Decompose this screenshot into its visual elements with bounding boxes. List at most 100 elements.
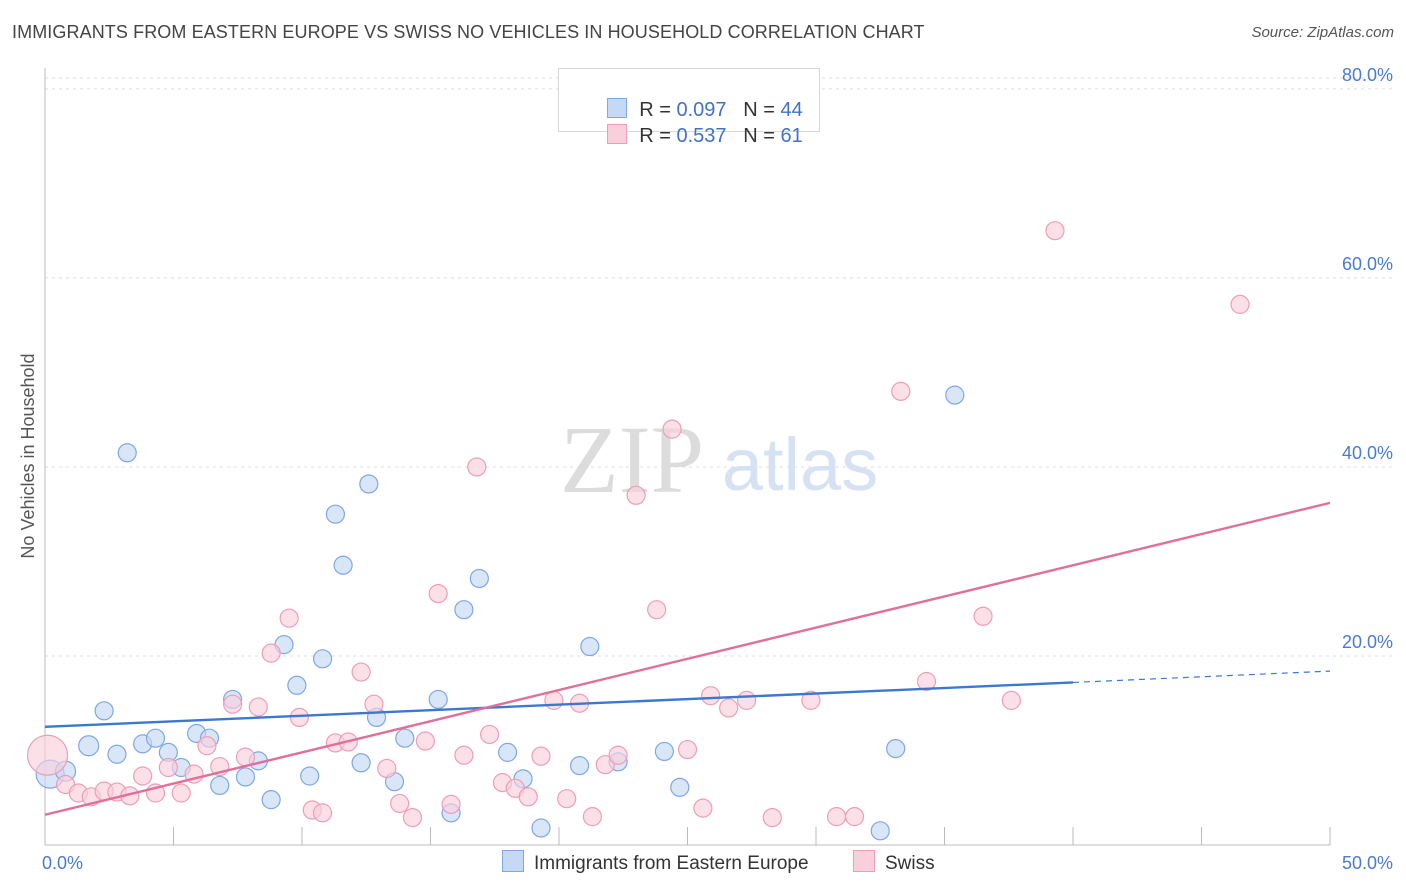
legend-row-eastern-europe: R = 0.097 N = 44 (585, 75, 803, 121)
point-swiss (248, 697, 268, 717)
axes (44, 68, 1331, 846)
y-tick-label: 40.0% (1342, 443, 1393, 463)
point-swiss (261, 643, 281, 663)
point-swiss (1001, 690, 1021, 710)
point-swiss (390, 793, 410, 814)
point-eastern-europe (300, 766, 320, 786)
point-eastern-europe (498, 742, 518, 762)
point-swiss (377, 758, 397, 779)
point-eastern-europe (359, 474, 379, 494)
point-swiss (595, 755, 615, 775)
point-swiss (312, 803, 333, 823)
point-swiss (428, 583, 448, 604)
bottom-legend-label: Immigrants from Eastern Europe (534, 853, 809, 874)
y-axis-label: No Vehicles in Household (18, 353, 38, 558)
legend-n-label: N = (743, 125, 781, 147)
legend-n-value: 44 (780, 99, 803, 121)
point-swiss (762, 807, 782, 828)
legend-r-value: 0.097 (676, 99, 727, 121)
point-swiss (531, 746, 551, 766)
point-eastern-europe (235, 767, 256, 787)
point-swiss (289, 707, 310, 728)
point-swiss (171, 783, 191, 803)
point-swiss (801, 690, 821, 710)
point-eastern-europe (454, 600, 474, 620)
point-swiss (454, 745, 474, 765)
point-eastern-europe (287, 675, 307, 695)
point-eastern-europe (261, 790, 281, 810)
legend-r-label: R = (639, 99, 677, 121)
point-swiss (916, 671, 937, 692)
point-swiss (223, 694, 243, 714)
point-eastern-europe (351, 753, 371, 773)
point-swiss (1230, 294, 1250, 314)
point-swiss (279, 608, 299, 628)
point-eastern-europe (531, 818, 551, 838)
legend-n-label: N = (743, 99, 781, 121)
point-swiss (364, 694, 384, 714)
point-swiss (402, 807, 423, 828)
legend-swatch-eastern-europe (607, 98, 628, 118)
point-eastern-europe (580, 636, 600, 657)
point-swiss (662, 419, 682, 439)
x-tick-label-end: 50.0% (1342, 853, 1393, 873)
point-eastern-europe (107, 744, 127, 764)
point-swiss (480, 724, 500, 745)
data-points (26, 221, 1250, 841)
trend-line-eastern-europe (44, 681, 1074, 729)
point-swiss (701, 686, 721, 706)
point-eastern-europe (333, 555, 353, 575)
correlation-legend: R = 0.097 N = 44 R = 0.537 N = 61 (558, 68, 820, 147)
chart-title: IMMIGRANTS FROM EASTERN EUROPE VS SWISS … (12, 22, 925, 42)
point-swiss (693, 798, 713, 818)
watermark: ZIP atlas (560, 406, 878, 513)
point-swiss (441, 794, 461, 814)
point-swiss (647, 600, 667, 620)
point-eastern-europe (312, 649, 333, 669)
trend-line-swiss (44, 501, 1331, 816)
point-eastern-europe (654, 741, 674, 762)
bottom-legend-eastern-europe: Immigrants from Eastern Europe (502, 850, 809, 875)
point-eastern-europe (870, 821, 890, 841)
point-eastern-europe (886, 738, 906, 759)
point-swiss (844, 807, 865, 827)
point-eastern-europe (210, 775, 230, 796)
bottom-legend-swiss: Swiss (853, 850, 935, 875)
point-swiss (518, 787, 538, 807)
point-eastern-europe (145, 728, 166, 748)
bottom-legend-label: Swiss (885, 853, 935, 874)
point-swiss (133, 766, 153, 786)
x-tick-label-start: 0.0% (42, 853, 83, 873)
trend-lines (44, 501, 1331, 816)
source-label: Source: ZipAtlas.com (1251, 24, 1394, 41)
tick-labels: 20.0% 40.0% 60.0% 80.0% 0.0% 50.0% (42, 65, 1393, 873)
point-swiss (719, 698, 739, 718)
point-swiss (557, 789, 577, 809)
point-swiss (351, 662, 371, 682)
point-eastern-europe (670, 777, 690, 797)
legend-swatch-swiss (607, 124, 628, 144)
bottom-legend-swatch-eastern-europe (502, 850, 524, 872)
point-swiss (826, 807, 847, 827)
legend-r-value: 0.537 (676, 125, 727, 147)
watermark-atlas: atlas (722, 423, 878, 506)
y-tick-label: 60.0% (1342, 254, 1393, 274)
point-swiss (973, 606, 993, 626)
point-swiss (737, 690, 757, 710)
y-tick-label: 20.0% (1342, 632, 1393, 652)
point-swiss (26, 734, 69, 776)
legend-row-swiss: R = 0.537 N = 61 (585, 101, 803, 147)
legend-n-value: 61 (780, 125, 803, 147)
point-eastern-europe (945, 385, 965, 405)
point-eastern-europe (469, 568, 489, 589)
point-eastern-europe (78, 735, 100, 757)
point-swiss (158, 757, 178, 778)
bottom-legend-swatch-swiss (853, 850, 875, 872)
point-swiss (677, 739, 698, 760)
point-eastern-europe (325, 504, 346, 524)
y-tick-label: 80.0% (1342, 65, 1393, 85)
point-eastern-europe (94, 701, 114, 721)
grid-lines (45, 77, 1392, 657)
point-swiss (197, 736, 217, 756)
